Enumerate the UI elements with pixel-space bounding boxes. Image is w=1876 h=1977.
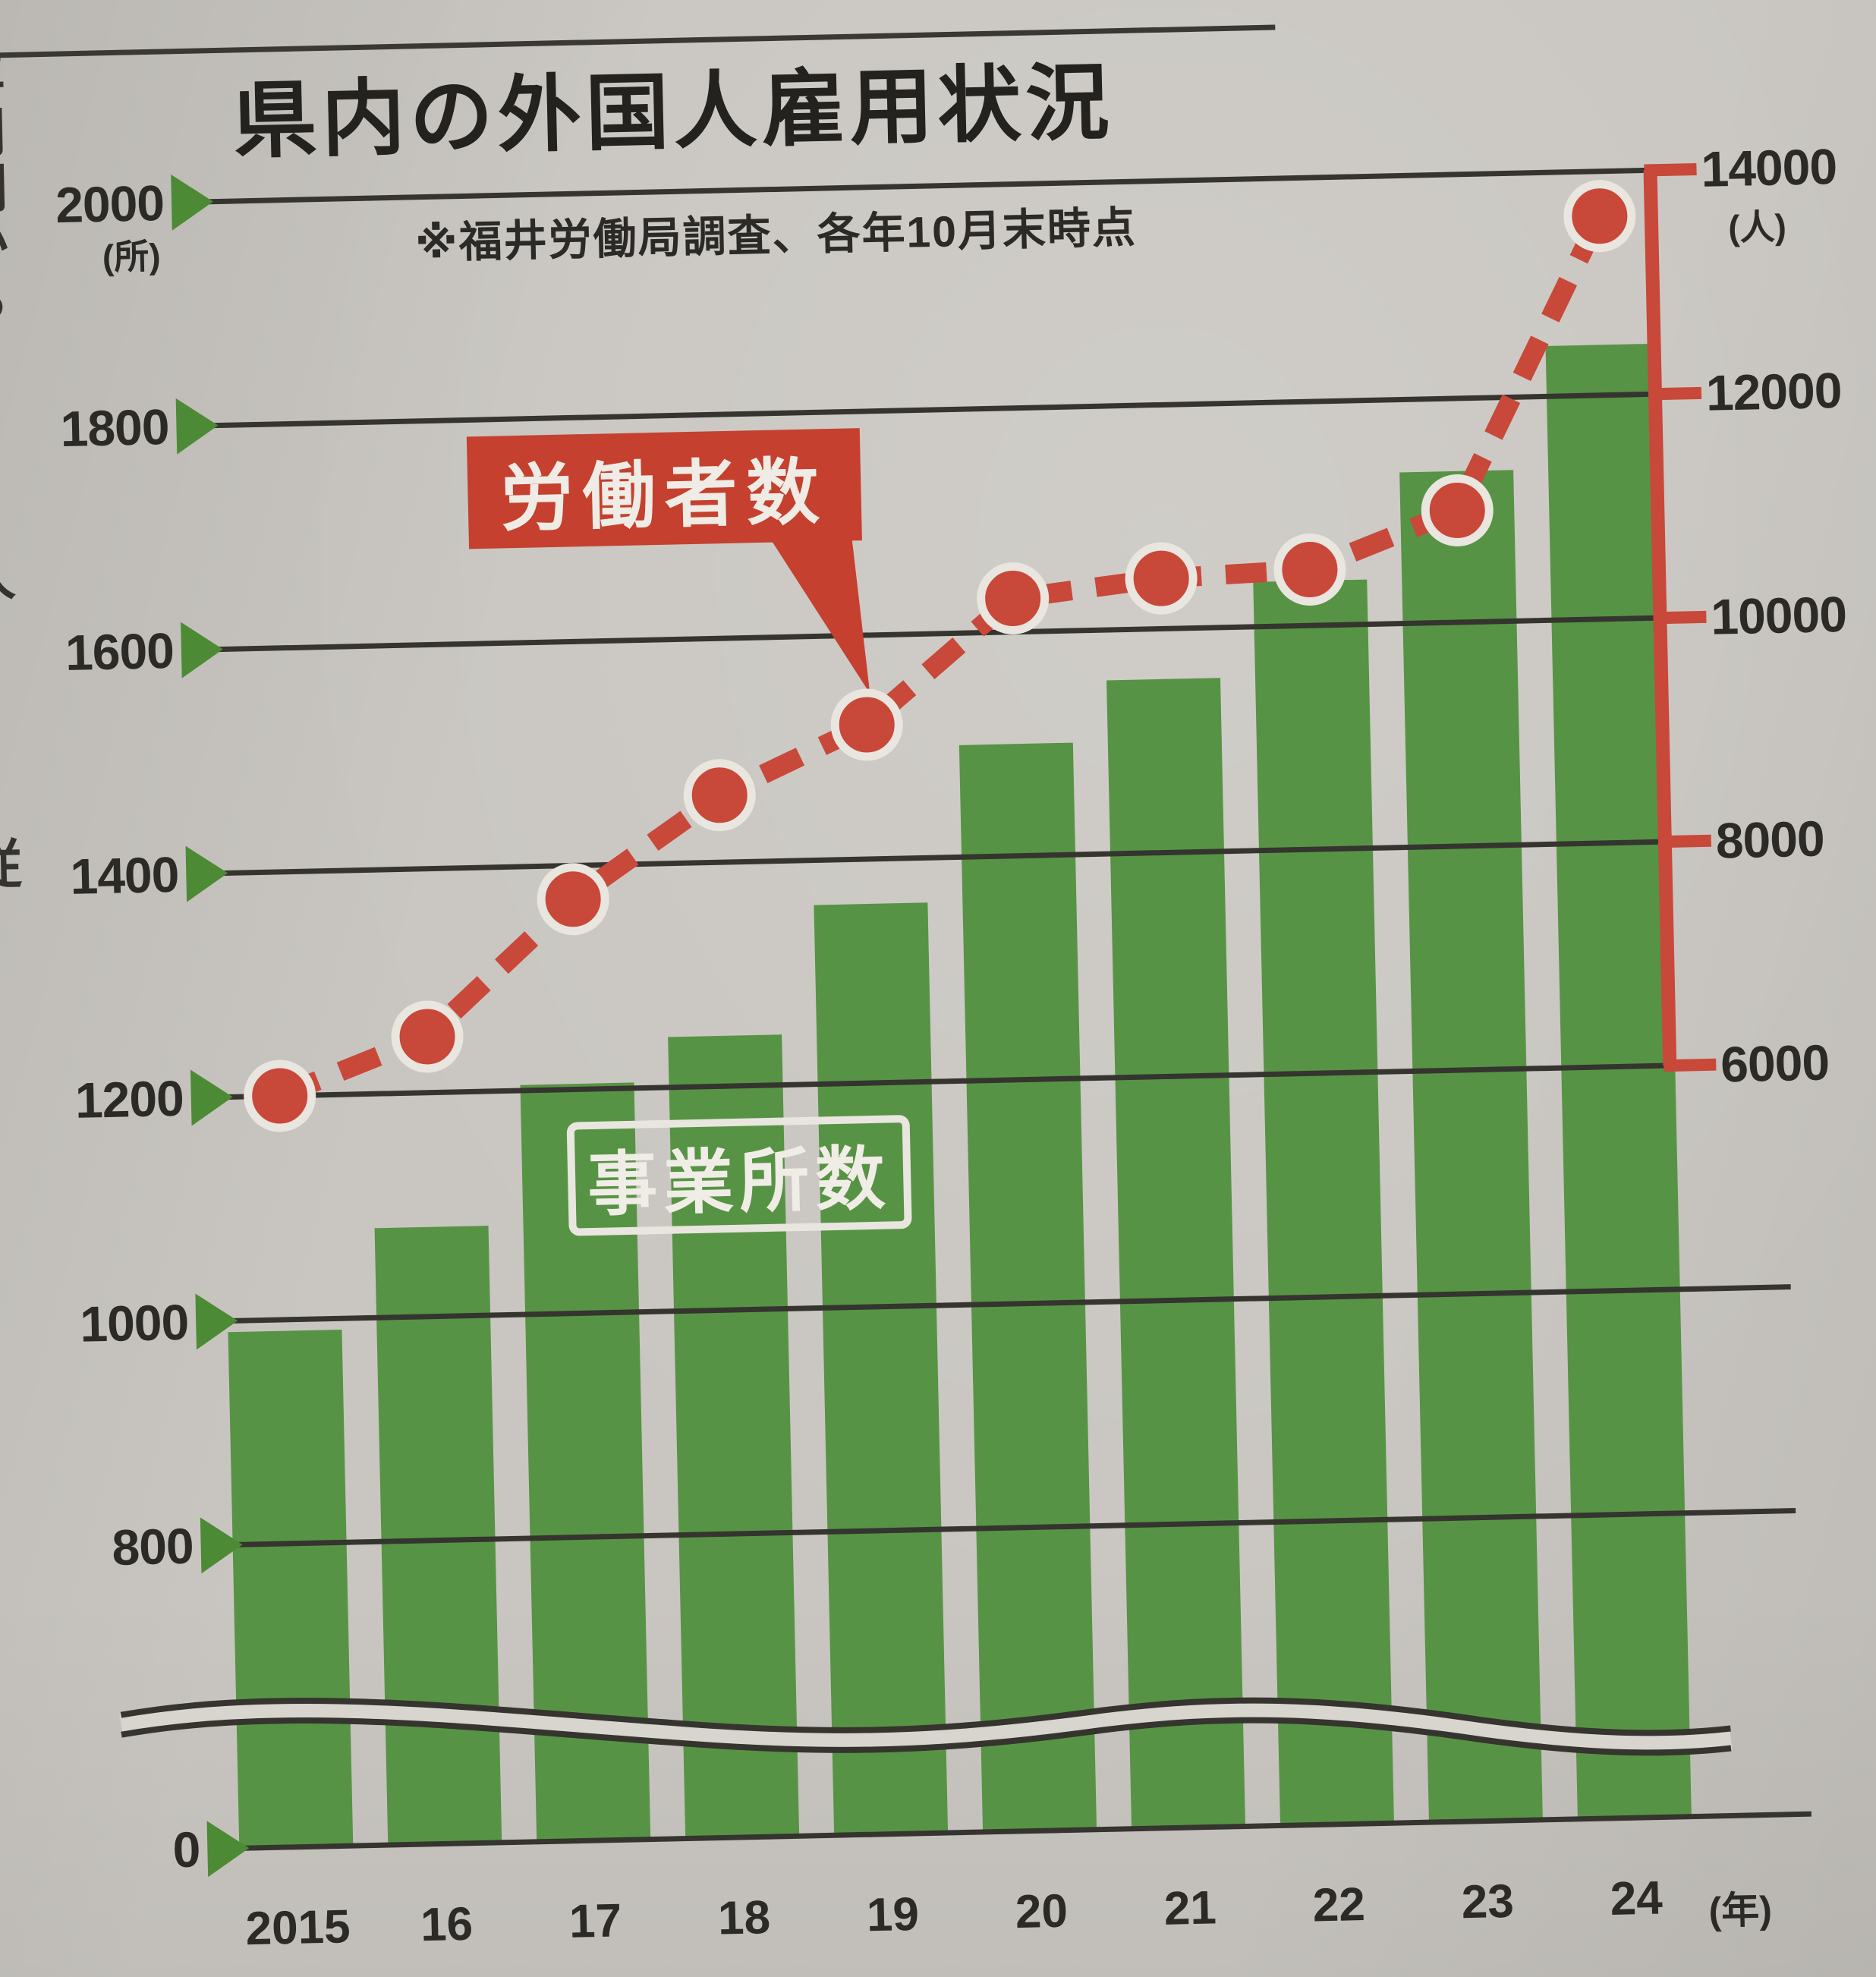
callout-tail [767,533,870,694]
bar-19 [814,902,949,1836]
workers-line [275,212,1609,1106]
y-axis-label-1400: 1400 [69,845,180,905]
x-axis-label-21: 21 [1163,1881,1217,1935]
axis-arrow-icon [171,174,213,231]
x-axis-label-16: 16 [420,1897,474,1952]
y-axis-label-right-10000: 10000 [1710,585,1847,645]
workers-point-21 [1125,542,1198,615]
bar-23 [1399,470,1543,1823]
y-axis-label-1800: 1800 [59,398,170,458]
y-axis-label-1200: 1200 [74,1069,184,1129]
y-axis-label-2000: 2000 [55,175,165,234]
axis-arrow-icon [200,1517,243,1574]
axis-arrow-icon [181,622,223,678]
axis-arrow-icon [206,1821,250,1878]
workers-point-22 [1273,533,1346,606]
gridline-800 [220,1508,1796,1548]
workers-point-20 [977,562,1050,635]
x-axis-label-23: 23 [1461,1875,1515,1929]
bar-24 [1545,343,1692,1819]
workers-point-17 [537,863,609,936]
x-axis-label-22: 22 [1312,1878,1366,1932]
y-axis-label-right-14000: 14000 [1700,137,1837,197]
y-axis-label-right-12000: 12000 [1705,361,1843,421]
x-axis-label-18: 18 [717,1891,771,1945]
right-axis-tick-14000 [1644,162,1697,177]
workers-point-23 [1421,474,1494,546]
workers-point-24 [1563,180,1636,253]
axis-break-line [120,1697,1731,1736]
gridline-1000 [216,1284,1791,1324]
right-axis-tick-8000 [1658,834,1712,848]
y-axis-label-1000: 1000 [79,1293,189,1352]
y-axis-unit-left: (所) [102,236,162,277]
y-axis-label-right-6000: 6000 [1720,1034,1830,1093]
y-axis-label-0: 0 [172,1821,201,1878]
y-axis-label-1600: 1600 [65,622,175,682]
right-axis-tick-10000 [1654,610,1707,625]
axis-arrow-icon [175,398,219,455]
axis-arrow-icon [195,1293,238,1350]
y-axis-label-800: 800 [111,1517,194,1576]
bar-21 [1106,678,1246,1829]
bar-20 [958,742,1097,1833]
x-axis-unit: (年) [1708,1888,1773,1933]
workers-point-16 [391,1000,464,1073]
bar-18 [668,1034,800,1839]
bar-17 [520,1082,651,1842]
axis-break-band [119,1698,1733,1755]
x-axis-label-19: 19 [866,1887,920,1942]
bar-22 [1253,579,1394,1826]
workers-point-19 [830,688,903,761]
workers-point-18 [683,759,756,832]
right-axis-tick-6000 [1664,1058,1717,1072]
bar-16 [374,1226,502,1846]
workers-point-2015 [244,1059,316,1132]
x-axis-label-24: 24 [1609,1872,1664,1925]
gridline-1800 [196,391,1656,429]
right-axis-tick-12000 [1648,386,1702,401]
gridline-1200 [210,1062,1670,1100]
gridline-1400 [206,839,1665,877]
x-axis-label-17: 17 [568,1894,622,1948]
gridline-2000 [190,167,1651,205]
top-rule [0,24,1276,59]
gridline-0 [227,1811,1811,1852]
y-axis-label-right-8000: 8000 [1715,810,1825,869]
axis-arrow-icon [190,1069,233,1126]
y-axis-unit-right: (人) [1727,206,1787,248]
x-axis-label-20: 20 [1015,1884,1069,1939]
gridline-1600 [200,615,1660,653]
axis-arrow-icon [185,845,228,902]
axis-break-line [121,1717,1732,1756]
x-axis-label-2015: 2015 [244,1900,351,1956]
